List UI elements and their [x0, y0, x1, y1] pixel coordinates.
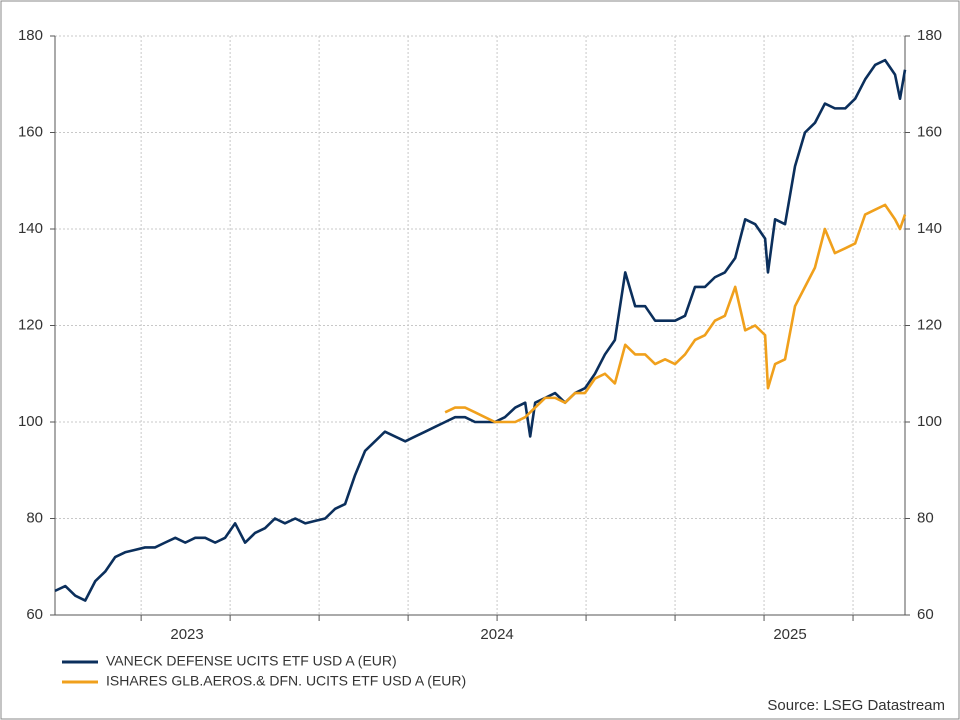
- x-tick-label: 2024: [480, 626, 513, 643]
- y-tick-label: 180: [18, 27, 43, 44]
- y-tick-label: 100: [18, 413, 43, 430]
- y2-tick-label: 180: [917, 27, 942, 44]
- series-line: [444, 203, 907, 424]
- y2-tick-label: 60: [917, 606, 934, 623]
- y2-tick-label: 120: [917, 316, 942, 333]
- y-tick-label: 120: [18, 316, 43, 333]
- y-tick-label: 80: [26, 509, 43, 526]
- y2-tick-label: 100: [917, 413, 942, 430]
- legend-label: VANECK DEFENSE UCITS ETF USD A (EUR): [106, 653, 397, 669]
- x-tick-label: 2025: [773, 626, 806, 643]
- y2-tick-label: 140: [917, 220, 942, 237]
- y2-tick-label: 80: [917, 509, 934, 526]
- y-tick-label: 60: [26, 606, 43, 623]
- legend-label: ISHARES GLB.AEROS.& DFN. UCITS ETF USD A…: [106, 673, 466, 689]
- y2-tick-label: 160: [917, 123, 942, 140]
- y-tick-label: 140: [18, 220, 43, 237]
- y-tick-label: 160: [18, 123, 43, 140]
- x-tick-label: 2023: [170, 626, 203, 643]
- source: Source: LSEG Datastream: [767, 697, 945, 714]
